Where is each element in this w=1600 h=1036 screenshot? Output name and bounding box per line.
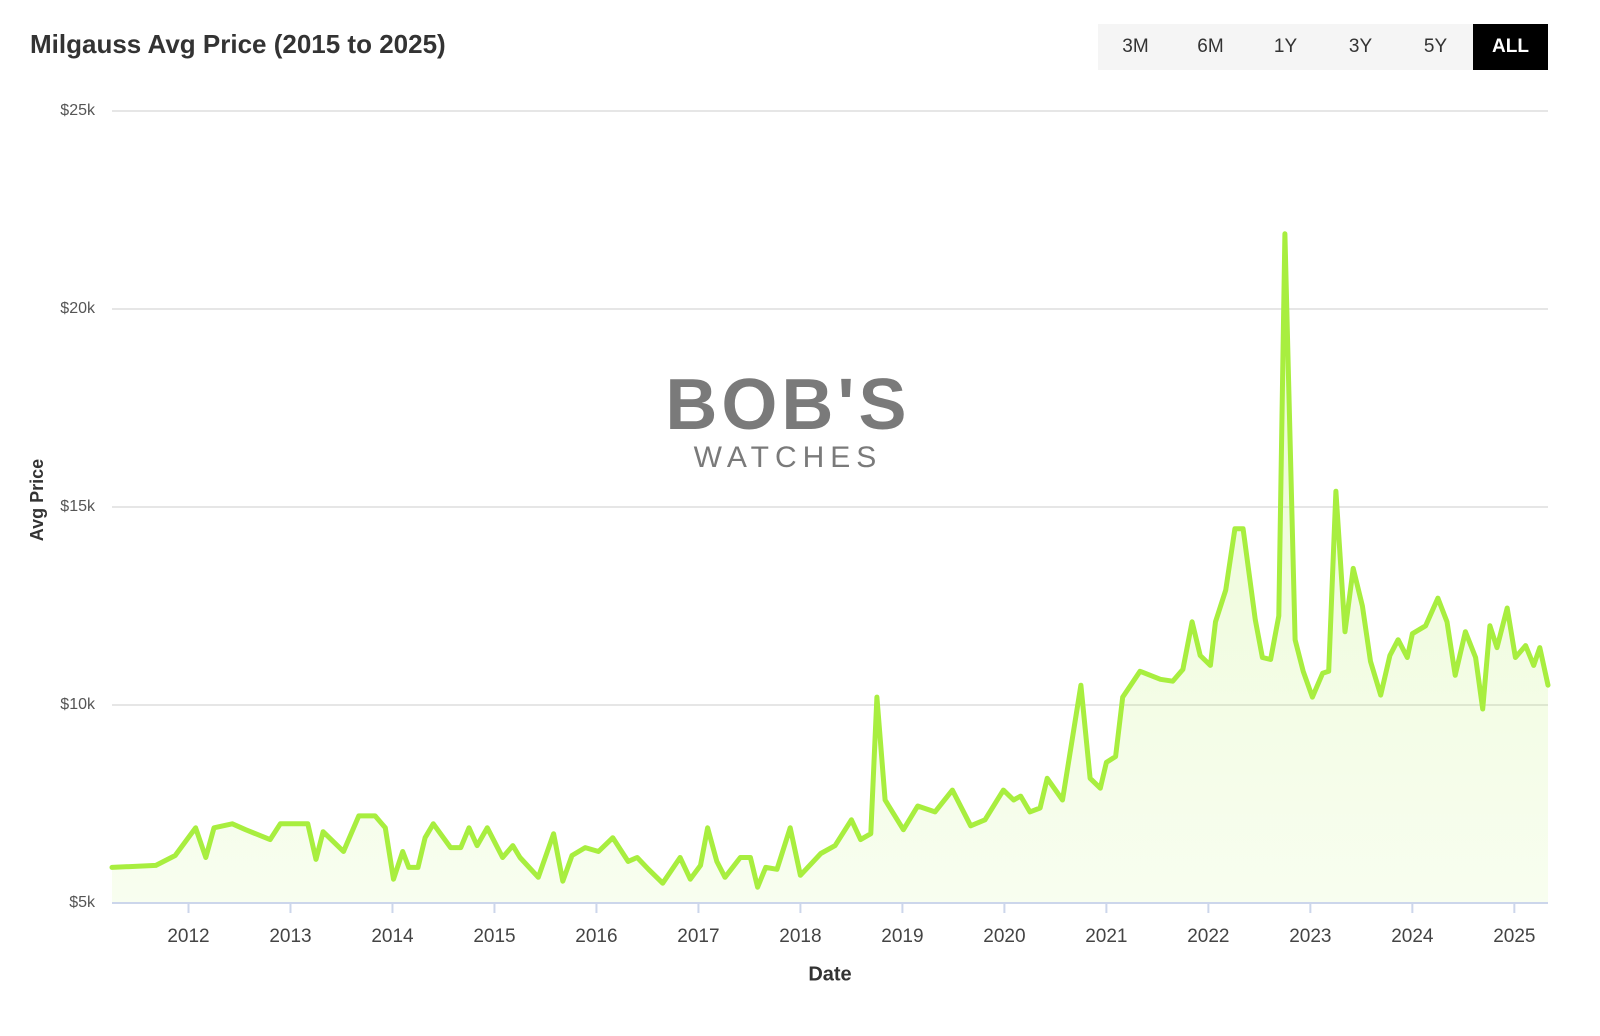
x-tick-label: 2021	[1085, 926, 1127, 947]
range-button[interactable]: 1Y	[1273, 36, 1298, 57]
range-button[interactable]: ALL	[1473, 24, 1548, 70]
watermark: BOB'S	[665, 365, 910, 445]
range-button[interactable]: 3Y	[1348, 36, 1373, 57]
x-tick-label: 2018	[779, 926, 821, 947]
y-tick-label: $5k	[69, 894, 96, 911]
y-tick-label: $10k	[60, 696, 96, 713]
chart-title: Milgauss Avg Price (2015 to 2025)	[30, 29, 446, 59]
area-fill	[112, 233, 1548, 904]
x-tick-label: 2012	[167, 926, 209, 947]
x-tick-label: 2014	[371, 926, 414, 947]
x-axis-label: Date	[808, 963, 851, 985]
x-tick-label: 2015	[473, 926, 515, 947]
x-tick-label: 2017	[677, 926, 719, 947]
range-selector: 3M 6M 1Y 3Y 5Y ALL	[1098, 24, 1548, 70]
x-tick-label: 2022	[1187, 926, 1229, 947]
x-tick-label: 2019	[881, 926, 923, 947]
y-tick-label: $20k	[60, 300, 96, 317]
x-tick-label: 2024	[1391, 926, 1434, 947]
range-button[interactable]: 5Y	[1423, 36, 1448, 57]
x-tick-label: 2013	[269, 926, 311, 947]
range-button[interactable]: 3M	[1122, 36, 1149, 57]
x-tick-label: 2016	[575, 926, 617, 947]
range-button[interactable]: 6M	[1197, 36, 1224, 57]
y-tick-label: $25k	[60, 102, 96, 119]
price-line	[109, 231, 1551, 890]
x-tick-label: 2023	[1289, 926, 1331, 947]
x-tick-label: 2020	[983, 926, 1025, 947]
x-tick-label: 2025	[1493, 926, 1535, 947]
y-axis-label: Avg Price	[27, 459, 47, 541]
y-tick-label: $15k	[60, 498, 96, 515]
watermark: WATCHES	[694, 441, 883, 474]
